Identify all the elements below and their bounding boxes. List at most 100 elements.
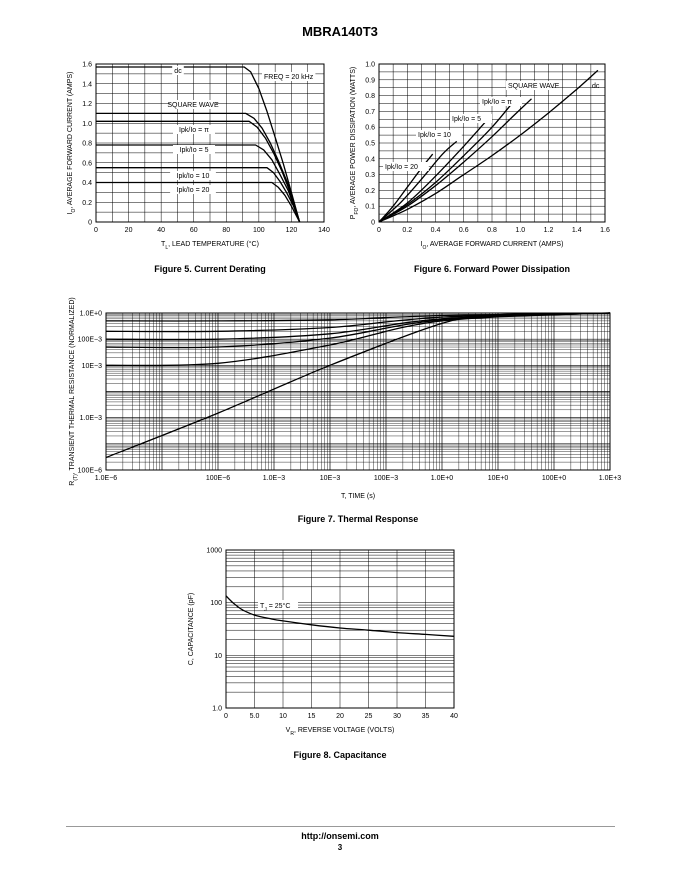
x-tick-label: 5.0 (250, 713, 260, 720)
x-tick-label: 1.2 (544, 227, 554, 234)
y-tick-label: 0.6 (365, 125, 375, 132)
x-tick-label: 20 (336, 713, 344, 720)
y-tick-label: 0.4 (82, 180, 92, 187)
figure-8-caption: Figure 8. Capacitance (293, 750, 387, 760)
annotation-dc: dc (174, 68, 182, 75)
x-tick-label: 0.2 (402, 227, 412, 234)
series-line (96, 120, 301, 223)
series-line (105, 312, 611, 459)
annotation-ipk-20: Ipk/Io = 20 (177, 187, 210, 194)
x-tick-label: 10E+0 (488, 475, 509, 482)
y-tick-label: 1000 (206, 548, 222, 555)
series-line (96, 144, 301, 223)
x-tick-label: 1.0E−3 (263, 475, 285, 482)
y-axis-label: PFO, AVERAGE POWER DISSIPATION (WATTS) (350, 67, 360, 219)
annotation-square-wave: SQUARE WAVE (167, 102, 219, 109)
figure-6-caption: Figure 6. Forward Power Dissipation (413, 264, 571, 274)
x-tick-label: 60 (190, 227, 198, 234)
y-tick-label: 1.0 (82, 121, 92, 128)
y-tick-label: 0.2 (82, 200, 92, 207)
x-tick-label: 1.0E−6 (95, 475, 117, 482)
y-tick-label: 0.3 (365, 172, 375, 179)
label-mask (173, 145, 215, 154)
y-tick-label: 0.1 (365, 204, 375, 211)
annotation-ipk-20: Ipk/Io = 20 (385, 164, 418, 171)
y-tick-label: 0 (88, 220, 92, 227)
y-tick-label: 100E−6 (78, 468, 102, 475)
x-tick-label: 120 (286, 227, 298, 234)
x-tick-label: 140 (318, 227, 330, 234)
y-axis-label: R(T), TRANSIENT THERMAL RESISTANCE (NORM… (69, 297, 79, 485)
label-mask (506, 81, 552, 90)
y-tick-label: 1.0E+0 (80, 311, 102, 318)
annotation-freq: FREQ = 20 kHz (264, 74, 314, 81)
annotation-ipk-5: Ipk/Io = 5 (180, 147, 209, 154)
x-tick-label: 15 (308, 713, 316, 720)
plot-frame (105, 312, 611, 471)
y-axis-label: IO, AVERAGE FORWARD CURRENT (AMPS) (67, 72, 77, 215)
x-tick-label: 100E−6 (206, 475, 230, 482)
x-tick-label: 1.0 (515, 227, 525, 234)
y-tick-label: 0.6 (82, 160, 92, 167)
x-tick-label: 0.6 (459, 227, 469, 234)
series-line (105, 312, 611, 367)
plot-frame (378, 63, 606, 223)
y-tick-label: 1.0E−3 (80, 415, 102, 422)
x-tick-label: 100 (253, 227, 265, 234)
label-mask (170, 185, 216, 194)
y-tick-label: 0.5 (365, 141, 375, 148)
x-tick-label: 80 (222, 227, 230, 234)
y-tick-label: 1.4 (82, 81, 92, 88)
label-mask (170, 100, 216, 109)
x-axis-label: IO, AVERAGE FORWARD CURRENT (AMPS) (421, 241, 564, 251)
footer-divider (66, 826, 615, 827)
y-tick-label: 0.4 (365, 156, 375, 163)
x-axis-label: TL, LEAD TEMPERATURE (°C) (161, 240, 259, 251)
annotation-square-wave: SQUARE WAVE (508, 83, 560, 90)
label-mask (258, 600, 298, 610)
y-tick-label: 100E−3 (78, 337, 102, 344)
y-tick-label: 0.2 (365, 188, 375, 195)
x-tick-label: 0 (94, 227, 98, 234)
footer-url[interactable]: http://onsemi.com (301, 831, 379, 841)
y-tick-label: 1.2 (82, 101, 92, 108)
x-tick-label: 100E+0 (542, 475, 566, 482)
x-tick-label: 1.0E+0 (431, 475, 453, 482)
plot-frame (225, 549, 455, 709)
series-line (96, 66, 301, 223)
y-tick-label: 1.0 (212, 706, 222, 713)
annotation-dc: dc (592, 83, 600, 90)
x-tick-label: 1.6 (600, 227, 610, 234)
annotation-ipk-pi: Ipk/Io = π (482, 99, 512, 106)
label-mask (416, 130, 462, 139)
y-tick-label: 100 (210, 600, 222, 607)
series-line (378, 98, 532, 223)
series-line (378, 117, 490, 223)
x-tick-label: 10 (279, 713, 287, 720)
x-tick-label: 0 (224, 713, 228, 720)
x-tick-label: 1.4 (572, 227, 582, 234)
label-mask (170, 171, 216, 180)
label-mask (450, 114, 492, 123)
page-number: 3 (337, 843, 343, 852)
x-tick-label: 0.4 (431, 227, 441, 234)
figure-7-caption: Figure 7. Thermal Response (297, 514, 419, 524)
annotation-ipk-10: Ipk/Io = 10 (418, 132, 451, 139)
y-tick-label: 1.0 (365, 62, 375, 69)
annotation-ipk-pi: Ipk/Io = π (179, 127, 209, 134)
y-tick-label: 10 (214, 653, 222, 660)
figure-5-caption: Figure 5. Current Derating (154, 264, 266, 274)
series-line (96, 167, 301, 223)
y-axis-label: C, CAPACITANCE (pF) (188, 593, 195, 665)
label-mask (480, 97, 522, 106)
x-tick-label: 25 (365, 713, 373, 720)
label-mask (172, 66, 184, 75)
x-tick-label: 0 (377, 227, 381, 234)
series-line (378, 101, 514, 223)
x-tick-label: 20 (125, 227, 133, 234)
x-axis-label: T, TIME (s) (341, 493, 375, 500)
x-tick-label: 1.0E+3 (599, 475, 621, 482)
